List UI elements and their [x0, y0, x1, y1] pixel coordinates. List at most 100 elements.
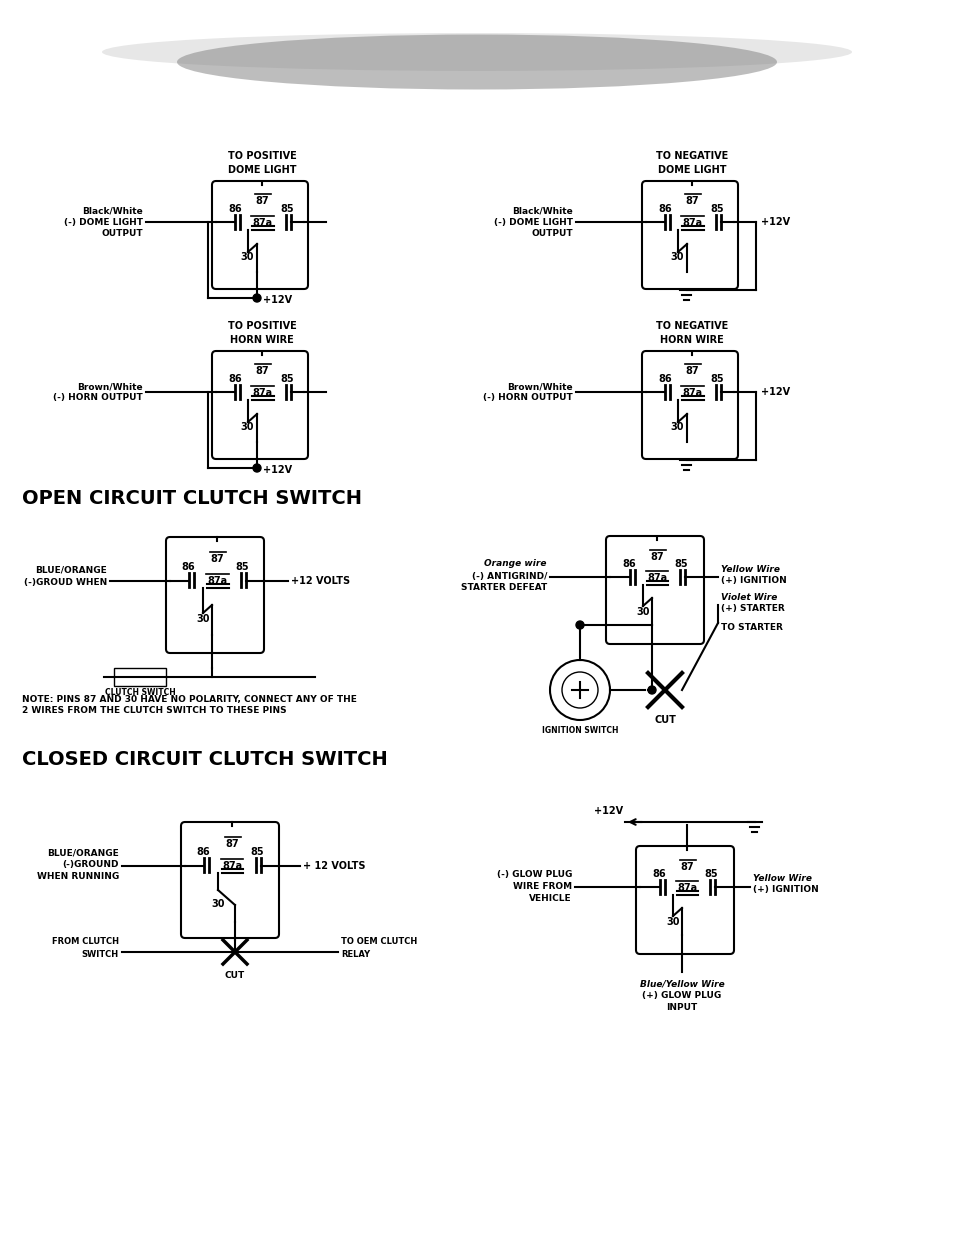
- Circle shape: [576, 621, 583, 629]
- Text: (-) HORN OUTPUT: (-) HORN OUTPUT: [53, 393, 143, 403]
- Text: 30: 30: [240, 252, 253, 262]
- Text: 85: 85: [674, 559, 687, 569]
- Text: 87a: 87a: [252, 388, 272, 398]
- Text: 87a: 87a: [646, 573, 666, 583]
- Text: TO NEGATIVE
HORN WIRE: TO NEGATIVE HORN WIRE: [655, 321, 727, 345]
- Text: +12V: +12V: [263, 466, 292, 475]
- Text: VEHICLE: VEHICLE: [529, 894, 572, 904]
- Text: 86: 86: [658, 204, 671, 214]
- Circle shape: [647, 685, 656, 694]
- Text: TO OEM CLUTCH: TO OEM CLUTCH: [340, 937, 416, 946]
- Text: 86: 86: [621, 559, 635, 569]
- Text: 87a: 87a: [252, 219, 272, 228]
- FancyBboxPatch shape: [636, 846, 733, 953]
- Text: WHEN RUNNING: WHEN RUNNING: [37, 872, 119, 882]
- Text: 87: 87: [254, 196, 269, 206]
- Text: FROM CLUTCH: FROM CLUTCH: [52, 937, 119, 946]
- Text: 85: 85: [709, 374, 723, 384]
- Text: 87a: 87a: [207, 576, 227, 585]
- Text: 30: 30: [670, 252, 683, 262]
- Text: (+) IGNITION: (+) IGNITION: [752, 885, 818, 894]
- Text: 86: 86: [652, 869, 665, 879]
- Text: CLUTCH SWITCH: CLUTCH SWITCH: [105, 688, 175, 698]
- Text: RELAY: RELAY: [340, 951, 370, 960]
- Text: (+) GLOW PLUG: (+) GLOW PLUG: [641, 992, 720, 1000]
- Text: IGNITION SWITCH: IGNITION SWITCH: [541, 726, 618, 736]
- Text: TO POSITIVE
HORN WIRE: TO POSITIVE HORN WIRE: [228, 321, 296, 345]
- Text: 85: 85: [280, 204, 294, 214]
- Text: TO NEGATIVE
DOME LIGHT: TO NEGATIVE DOME LIGHT: [655, 152, 727, 174]
- Text: Black/White: Black/White: [82, 206, 143, 215]
- Text: 30: 30: [196, 614, 210, 624]
- Text: Orange wire: Orange wire: [484, 559, 546, 568]
- Circle shape: [561, 672, 598, 708]
- Text: Blue/Yellow Wire: Blue/Yellow Wire: [639, 979, 723, 988]
- Text: OUTPUT: OUTPUT: [101, 228, 143, 237]
- FancyBboxPatch shape: [212, 182, 308, 289]
- Text: 87: 87: [225, 839, 238, 848]
- Text: SWITCH: SWITCH: [82, 951, 119, 960]
- Text: 30: 30: [636, 606, 649, 618]
- FancyBboxPatch shape: [641, 351, 738, 459]
- Text: BLUE/ORANGE: BLUE/ORANGE: [48, 848, 119, 857]
- Text: 87a: 87a: [222, 861, 242, 871]
- Text: Yellow Wire: Yellow Wire: [720, 564, 780, 573]
- Text: INPUT: INPUT: [666, 1004, 697, 1013]
- Text: +12V: +12V: [263, 295, 292, 305]
- Text: 87a: 87a: [677, 883, 697, 893]
- Text: (+) STARTER: (+) STARTER: [720, 604, 784, 614]
- Text: CUT: CUT: [225, 972, 245, 981]
- Text: WIRE FROM: WIRE FROM: [513, 883, 572, 892]
- Text: 85: 85: [280, 374, 294, 384]
- Text: TO POSITIVE
DOME LIGHT: TO POSITIVE DOME LIGHT: [228, 152, 296, 174]
- Text: STARTER DEFEAT: STARTER DEFEAT: [460, 583, 546, 593]
- Text: Black/White: Black/White: [512, 206, 573, 215]
- Text: Brown/White: Brown/White: [507, 382, 573, 391]
- Text: BLUE/ORANGE: BLUE/ORANGE: [35, 566, 107, 574]
- FancyBboxPatch shape: [212, 351, 308, 459]
- Text: + 12 VOLTS: + 12 VOLTS: [303, 861, 365, 871]
- Text: +12V: +12V: [760, 387, 789, 396]
- Text: CLOSED CIRCUIT CLUTCH SWITCH: CLOSED CIRCUIT CLUTCH SWITCH: [22, 751, 387, 769]
- Text: 30: 30: [665, 918, 679, 927]
- Text: 87: 87: [210, 555, 224, 564]
- Circle shape: [550, 659, 609, 720]
- Ellipse shape: [102, 33, 851, 70]
- Text: (-) GLOW PLUG: (-) GLOW PLUG: [497, 871, 572, 879]
- Text: 87a: 87a: [681, 388, 701, 398]
- Text: OPEN CIRCUIT CLUTCH SWITCH: OPEN CIRCUIT CLUTCH SWITCH: [22, 489, 361, 508]
- Text: 87a: 87a: [681, 219, 701, 228]
- Text: 85: 85: [250, 847, 264, 857]
- Text: 30: 30: [670, 422, 683, 432]
- Text: 86: 86: [228, 374, 241, 384]
- Text: 30: 30: [211, 899, 225, 909]
- Text: +12V: +12V: [760, 217, 789, 227]
- Text: Brown/White: Brown/White: [77, 382, 143, 391]
- Text: (-) DOME LIGHT: (-) DOME LIGHT: [494, 217, 573, 226]
- Text: 30: 30: [240, 422, 253, 432]
- Text: 85: 85: [709, 204, 723, 214]
- Text: +12 VOLTS: +12 VOLTS: [291, 576, 350, 585]
- FancyBboxPatch shape: [641, 182, 738, 289]
- Circle shape: [253, 294, 261, 303]
- Circle shape: [253, 464, 261, 472]
- Ellipse shape: [177, 35, 776, 89]
- Text: 86: 86: [228, 204, 241, 214]
- FancyBboxPatch shape: [166, 537, 264, 653]
- Text: 87: 87: [684, 366, 699, 375]
- Text: CUT: CUT: [654, 715, 676, 725]
- Text: (-)GROUND: (-)GROUND: [63, 861, 119, 869]
- Text: 85: 85: [703, 869, 717, 879]
- Text: Yellow Wire: Yellow Wire: [752, 874, 811, 883]
- Text: (-) DOME LIGHT: (-) DOME LIGHT: [64, 217, 143, 226]
- FancyBboxPatch shape: [605, 536, 703, 643]
- Text: (-) ANTIGRIND/: (-) ANTIGRIND/: [471, 572, 546, 580]
- Text: OUTPUT: OUTPUT: [531, 228, 573, 237]
- Bar: [113, 668, 166, 685]
- Text: NOTE: PINS 87 AND 30 HAVE NO POLARITY, CONNECT ANY OF THE
2 WIRES FROM THE CLUTC: NOTE: PINS 87 AND 30 HAVE NO POLARITY, C…: [22, 695, 356, 715]
- FancyBboxPatch shape: [181, 823, 278, 939]
- Text: (-)GROUD WHEN: (-)GROUD WHEN: [24, 578, 107, 587]
- Text: 87: 87: [254, 366, 269, 375]
- Text: 87: 87: [650, 552, 663, 562]
- Text: 85: 85: [235, 562, 249, 572]
